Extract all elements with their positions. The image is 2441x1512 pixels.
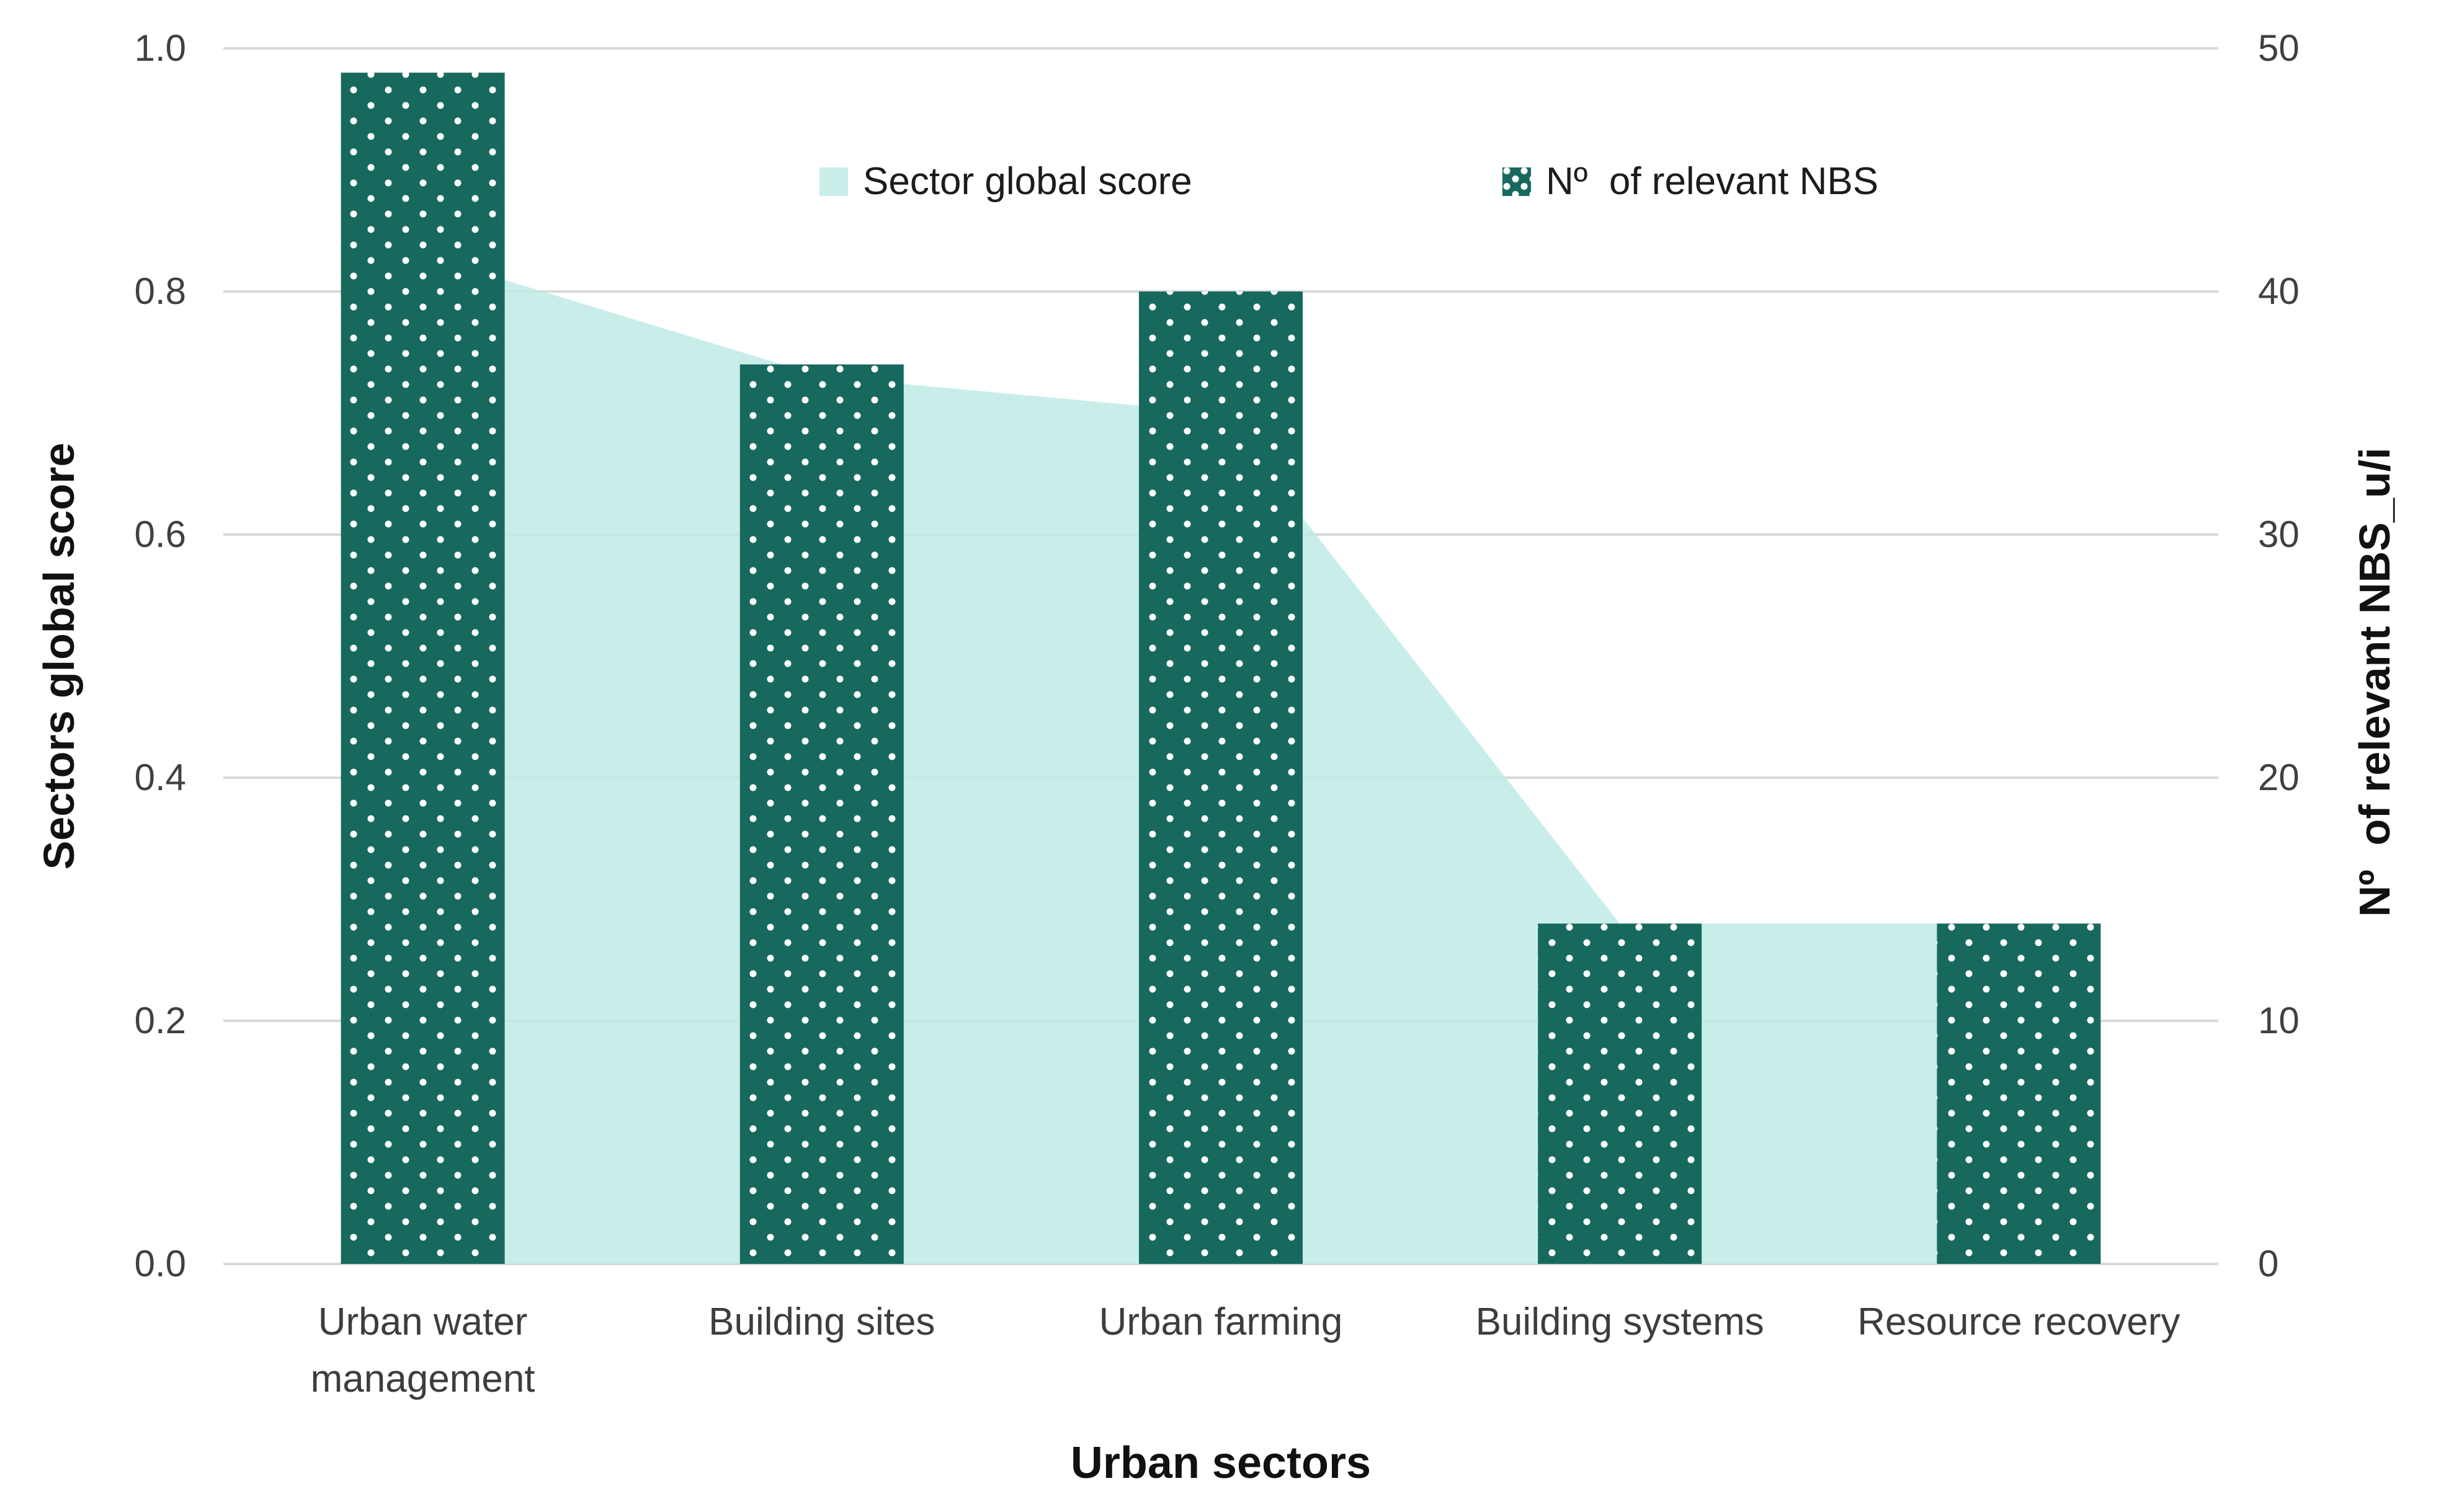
category-label-building-systems: Building systems — [1421, 1294, 1819, 1351]
legend-label: Nº of relevant NBS — [1546, 160, 1879, 203]
left-y-tick-label: 0.6 — [134, 514, 186, 555]
left-y-tick-label: 1.0 — [134, 27, 186, 69]
left-y-tick-label: 0.0 — [134, 1243, 186, 1284]
right-y-tick-label: 40 — [2258, 270, 2300, 312]
category-label-building-sites: Building sites — [622, 1294, 1021, 1351]
category-label-urban-farming: Urban farming — [1021, 1294, 1420, 1351]
category-label-text: Building systems — [1475, 1301, 1764, 1343]
right-y-tick-label: 10 — [2258, 1000, 2300, 1041]
bar-building-systems — [1538, 923, 1702, 1264]
area-series-swatch-icon — [819, 167, 848, 196]
plot-area — [223, 47, 2218, 1265]
bar-urban-water-management — [341, 73, 505, 1265]
left-y-tick-label: 0.4 — [134, 757, 186, 798]
right-y-tick-label: 50 — [2258, 27, 2300, 69]
category-label-resource-recovery: Resource recovery — [1819, 1294, 2218, 1351]
right-y-tick-label: 20 — [2258, 757, 2300, 798]
category-label-urban-water-management: Urban water management — [223, 1294, 622, 1408]
category-label-text: Urban water management — [310, 1301, 535, 1400]
legend-label: Sector global score — [863, 160, 1192, 203]
bar-series-swatch-icon — [1502, 167, 1531, 196]
bar-building-sites — [739, 364, 904, 1264]
left-y-tick-label: 0.8 — [134, 270, 186, 312]
bar-resource-recovery — [1937, 923, 2101, 1264]
category-label-text: Urban farming — [1099, 1301, 1343, 1343]
category-label-text: Building sites — [708, 1301, 935, 1343]
legend-entry-sector-global-score: Sector global score — [819, 162, 1192, 201]
x-axis-title: Urban sectors — [1070, 1438, 1372, 1488]
left-y-tick-label: 0.2 — [134, 1000, 186, 1041]
right-y-tick-label: 0 — [2258, 1243, 2279, 1284]
right-y-tick-label: 30 — [2258, 514, 2300, 555]
legend-entry-relevant-nbs: Nº of relevant NBS — [1502, 162, 1878, 201]
category-label-text: Resource recovery — [1857, 1301, 2180, 1343]
left-y-axis-title: Sectors global score — [35, 442, 83, 870]
bar-urban-farming — [1139, 291, 1303, 1264]
